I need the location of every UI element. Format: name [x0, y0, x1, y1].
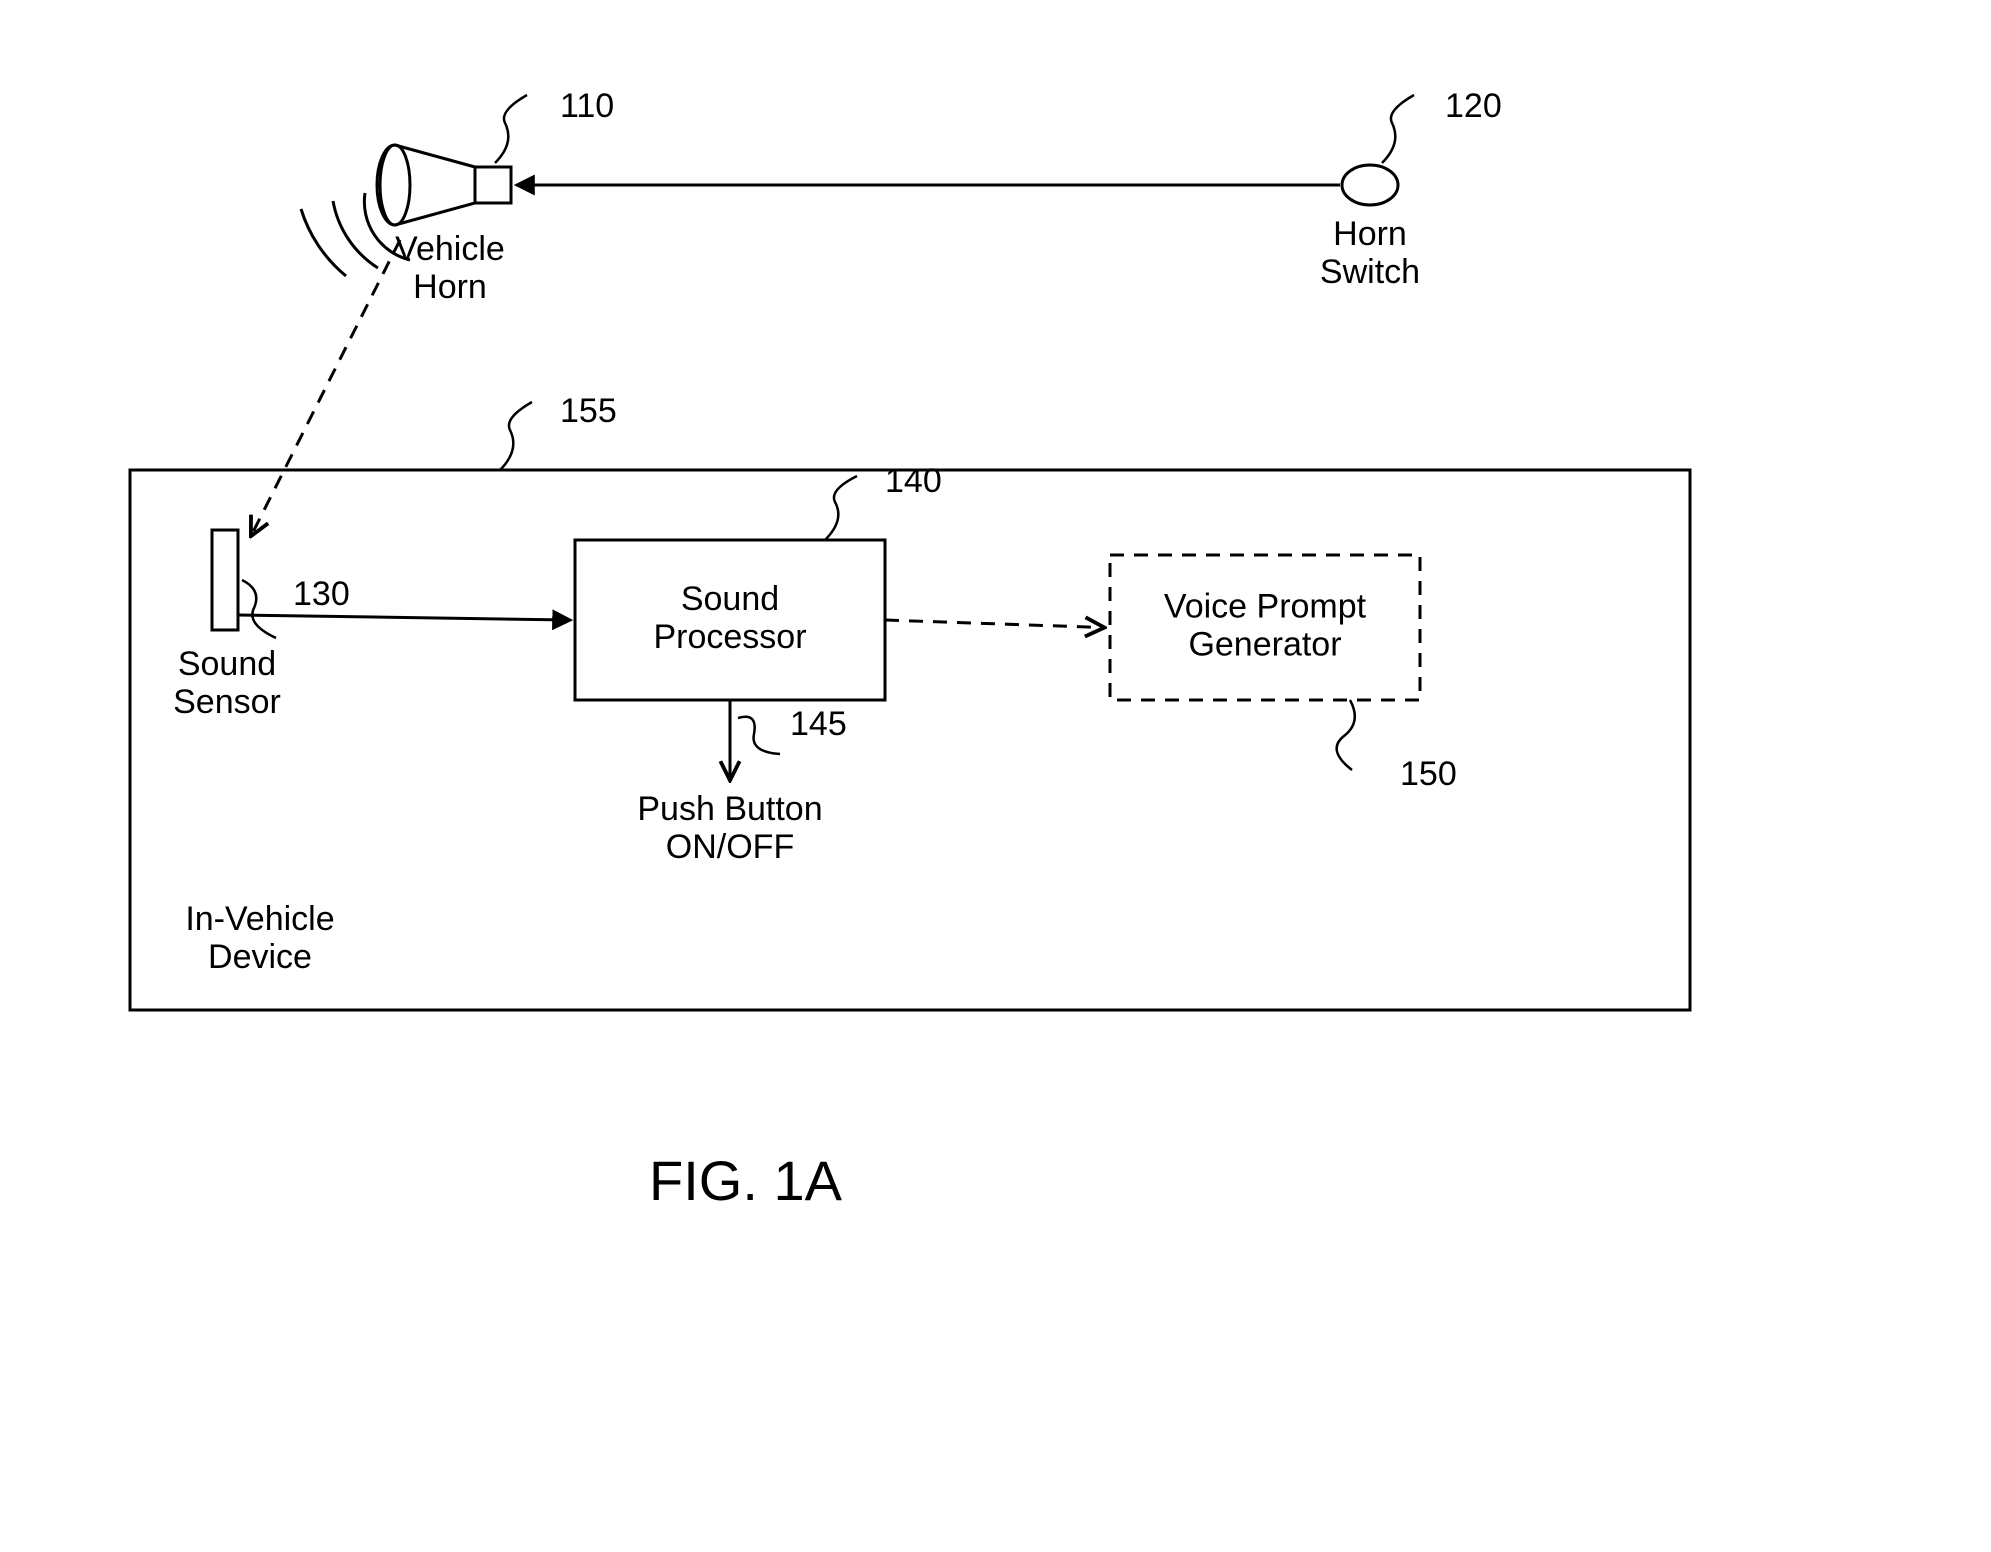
ref-150: 150	[1400, 755, 1457, 793]
push-button-label: Push Button	[637, 790, 822, 828]
ref-155: 155	[560, 392, 617, 430]
switch-label: Horn	[1333, 215, 1407, 253]
device-label: Device	[208, 938, 312, 976]
sensor-label: Sound	[178, 645, 276, 683]
device-label: In-Vehicle	[185, 900, 334, 938]
device-box	[130, 470, 1690, 1010]
sensor-box	[212, 530, 238, 630]
horn-icon	[377, 145, 475, 225]
vpg-label: Voice Prompt	[1164, 588, 1367, 626]
processor-label: Processor	[653, 618, 806, 656]
ref-140: 140	[885, 462, 942, 500]
horn-connector	[475, 167, 511, 203]
leader-130	[242, 580, 276, 638]
switch-icon	[1342, 165, 1398, 205]
ref-110: 110	[560, 87, 614, 125]
sensor-label: Sensor	[173, 683, 281, 721]
leader-150	[1337, 700, 1355, 770]
horn-label: Horn	[413, 268, 487, 306]
leader-145	[738, 717, 780, 754]
leader-110	[495, 95, 527, 163]
push-button-label: ON/OFF	[666, 828, 794, 866]
ref-130: 130	[293, 575, 350, 613]
horn-label: Vehicle	[395, 230, 505, 268]
leader-120	[1382, 95, 1414, 163]
vpg-label: Generator	[1188, 626, 1341, 664]
leader-155	[500, 402, 532, 470]
block-diagram: VehicleHorn110HornSwitch120In-VehicleDev…	[0, 0, 1991, 1552]
ref-120: 120	[1445, 87, 1502, 125]
sound-wave	[333, 201, 378, 268]
edge-horn-sensor	[252, 240, 400, 534]
edge-processor-vpg	[885, 620, 1102, 628]
horn-front	[380, 145, 410, 225]
edge-sensor-processor	[238, 615, 569, 620]
processor-label: Sound	[681, 580, 779, 618]
leader-140	[825, 476, 857, 540]
switch-label: Switch	[1320, 253, 1420, 291]
ref-145: 145	[790, 705, 847, 743]
figure-title: FIG. 1A	[649, 1149, 843, 1212]
